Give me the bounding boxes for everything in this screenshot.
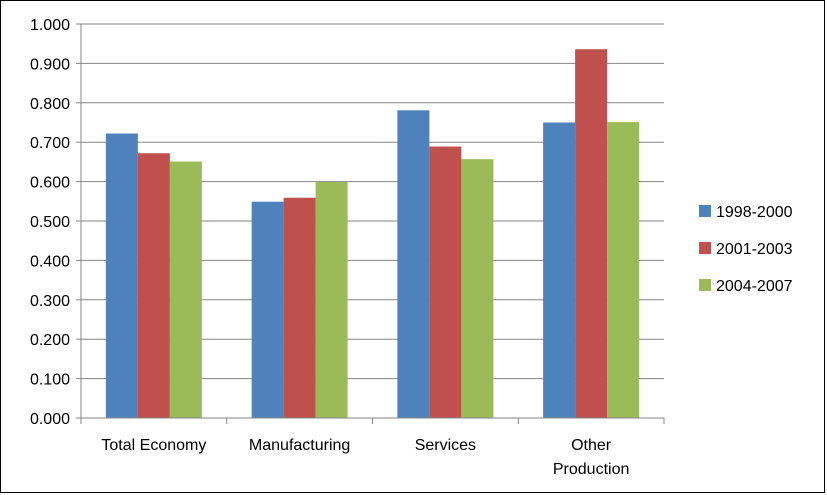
y-tick-label: 0.300 (30, 293, 70, 310)
bar-2001-2003-other-production (575, 49, 608, 418)
bar-1998-2000-manufacturing (251, 201, 284, 418)
legend-label: 2004-2007 (716, 278, 793, 295)
bar-1998-2000-total-economy (105, 133, 138, 419)
bar-2004-2007-services (461, 159, 494, 418)
x-category-label: Total Economy (101, 437, 206, 454)
bars (105, 49, 640, 419)
bar-1998-2000-other-production (543, 122, 576, 418)
x-category-label: Other (571, 437, 612, 454)
y-tick-label: 1.000 (30, 17, 70, 34)
y-tick-label: 0.700 (30, 135, 70, 152)
y-tick-label: 0.000 (30, 411, 70, 428)
y-tick-label: 0.600 (30, 175, 70, 192)
x-category-label: Services (415, 437, 476, 454)
bar-2001-2003-total-economy (137, 153, 170, 418)
bar-2004-2007-total-economy (169, 161, 202, 419)
legend-swatch (699, 279, 711, 291)
legend-label: 1998-2000 (716, 204, 793, 221)
bar-1998-2000-services (397, 110, 430, 418)
legend-swatch (699, 205, 711, 217)
bar-2004-2007-manufacturing (315, 181, 348, 418)
legend-swatch (699, 242, 711, 254)
bar-2001-2003-manufacturing (283, 197, 316, 418)
bar-2001-2003-services (429, 146, 462, 418)
y-axis: 0.000 0.100 0.200 0.300 0.400 0.500 0.600 0.700… (30, 17, 82, 428)
x-axis: Total Economy Manufacturing Services Other P… (80, 417, 665, 478)
x-category-label: Manufacturing (249, 437, 350, 454)
y-tick-label: 0.200 (30, 332, 70, 349)
bar-2004-2007-other-production (607, 122, 640, 418)
y-tick-label: 0.400 (30, 253, 70, 270)
legend-label: 2001-2003 (716, 241, 793, 258)
y-tick-label: 0.800 (30, 96, 70, 113)
x-category-label: Production (553, 461, 630, 478)
y-tick-label: 0.500 (30, 214, 70, 231)
y-tick-label: 0.900 (30, 56, 70, 73)
legend: 1998-2000 2001-2003 2004-2007 (699, 204, 793, 295)
y-tick-label: 0.100 (30, 372, 70, 389)
